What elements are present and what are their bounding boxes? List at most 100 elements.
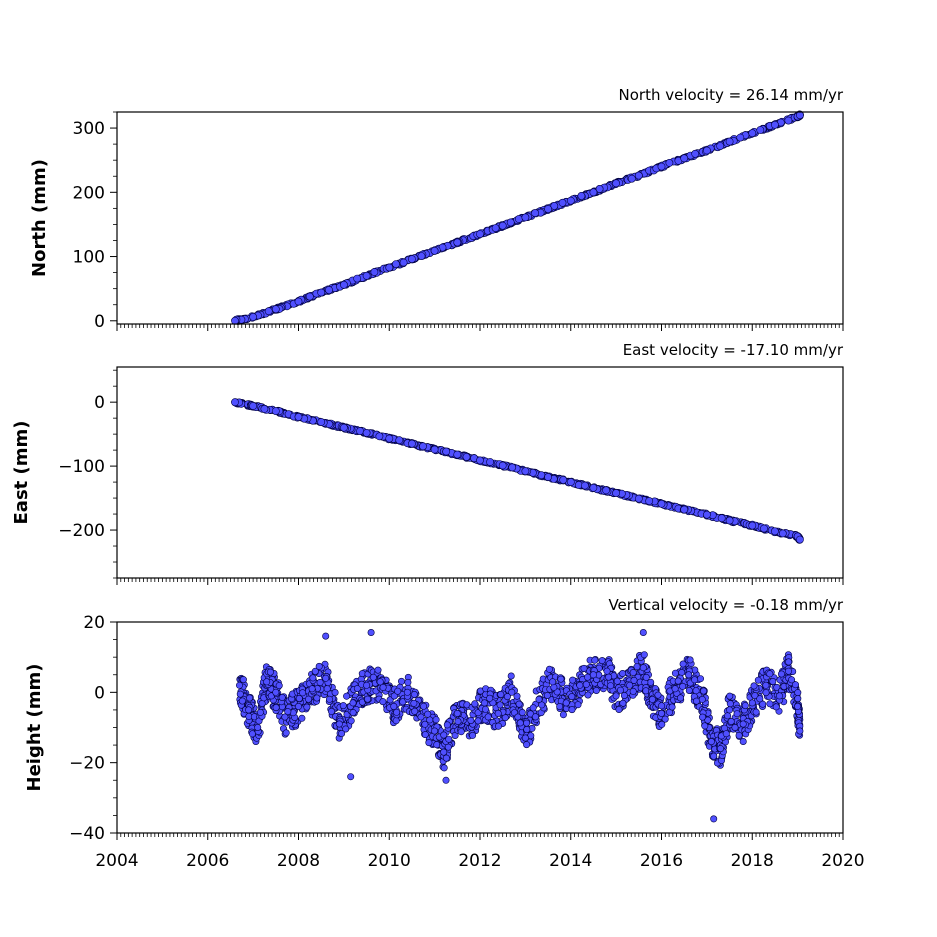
height-data-point-235 bbox=[295, 694, 303, 702]
height-data-point-1648 bbox=[710, 815, 718, 823]
height-data-point-541 bbox=[425, 739, 433, 747]
east-data-point-581 bbox=[430, 445, 439, 454]
height-plot-frame bbox=[116, 621, 844, 834]
height-data-point-1223 bbox=[674, 677, 682, 685]
north-y-tick-label: 100 bbox=[73, 248, 105, 268]
height-data-point-1642 bbox=[775, 692, 783, 700]
height-data-point-847 bbox=[545, 665, 553, 673]
height-data-point-1257 bbox=[692, 687, 700, 695]
height-data-point-1579 bbox=[794, 689, 802, 697]
height-data-point-267 bbox=[313, 694, 321, 702]
east-data-point-351 bbox=[581, 481, 589, 490]
height-data-point-770 bbox=[515, 700, 523, 708]
height-data-point-367 bbox=[353, 684, 361, 692]
north-data-point-461 bbox=[691, 149, 700, 158]
height-data-point-1606 bbox=[322, 674, 330, 682]
east-data-point-589 bbox=[612, 489, 620, 497]
east-data-point-573 bbox=[249, 402, 257, 410]
north-data-point-438 bbox=[665, 158, 674, 167]
height-data-point-1051 bbox=[619, 669, 627, 677]
vertical-velocity-title: Vertical velocity = -0.18 mm/yr bbox=[608, 596, 843, 614]
east-data-point-579 bbox=[385, 434, 394, 443]
height-data-point-426 bbox=[379, 698, 387, 706]
north-data-point-590 bbox=[634, 171, 643, 180]
height-data-point-608 bbox=[442, 754, 450, 762]
east-data-point-596 bbox=[771, 527, 779, 536]
height-x-tick-label-2012: 2012 bbox=[458, 851, 501, 871]
height-data-point-203 bbox=[284, 708, 292, 716]
height-data-point-1287 bbox=[698, 713, 706, 721]
height-data-point-781 bbox=[516, 719, 524, 727]
height-data-point-1598 bbox=[236, 681, 244, 689]
east-data-point-587 bbox=[566, 478, 575, 486]
height-data-point-1222 bbox=[679, 682, 687, 690]
height-data-point-339 bbox=[347, 717, 355, 725]
height-data-point-1486 bbox=[772, 703, 780, 711]
height-data-point-333 bbox=[343, 692, 351, 700]
height-data-point-1181 bbox=[658, 702, 666, 710]
height-data-point-1647 bbox=[442, 776, 450, 784]
east-panel: East velocity = -17.10 mm/yr East (mm) 0… bbox=[11, 341, 844, 585]
north-data-point-584 bbox=[498, 221, 507, 230]
height-data-point-733 bbox=[507, 672, 515, 680]
height-data-point-1622 bbox=[535, 695, 543, 703]
height-data-point-1290 bbox=[700, 687, 708, 695]
height-data-point-697 bbox=[481, 705, 489, 713]
height-data-point-947 bbox=[584, 673, 592, 681]
height-data-point-916 bbox=[568, 706, 576, 714]
north-data-point-592 bbox=[680, 154, 689, 163]
east-data-point-576 bbox=[317, 418, 326, 426]
height-data-point-169 bbox=[275, 682, 283, 690]
height-data-point-1218 bbox=[676, 694, 684, 702]
height-data-point-47 bbox=[246, 694, 254, 702]
height-data-point-338 bbox=[339, 702, 347, 710]
east-data-point-43 bbox=[260, 404, 269, 413]
north-data-point-503 bbox=[736, 133, 745, 142]
north-data-point-586 bbox=[544, 205, 552, 213]
east-data-point-578 bbox=[362, 428, 371, 437]
east-data-point-174 bbox=[395, 436, 404, 445]
height-data-point-405 bbox=[369, 673, 377, 681]
height-data-point-1617 bbox=[467, 716, 475, 724]
height-data-point-1017 bbox=[607, 682, 615, 690]
height-data-point-970 bbox=[591, 656, 599, 664]
north-data-point-583 bbox=[476, 230, 484, 238]
height-data-point-1614 bbox=[431, 727, 439, 735]
height-data-point-362 bbox=[349, 709, 357, 717]
height-data-point-1370 bbox=[735, 731, 743, 739]
height-data-point-237 bbox=[303, 703, 311, 711]
north-data-point-575 bbox=[294, 297, 303, 306]
north-data-point-596 bbox=[771, 120, 779, 129]
height-data-point-1454 bbox=[759, 700, 767, 708]
north-data-point-576 bbox=[317, 288, 326, 297]
east-data-point-588 bbox=[589, 483, 598, 492]
height-data-point-1613 bbox=[417, 713, 425, 721]
height-data-point-335 bbox=[338, 729, 346, 737]
height-data-point-509 bbox=[410, 699, 418, 707]
height-x-tick-label-2016: 2016 bbox=[640, 851, 683, 871]
height-data-point-1605 bbox=[308, 685, 316, 693]
height-data-point-1118 bbox=[642, 687, 650, 695]
height-data-point-849 bbox=[543, 691, 551, 699]
north-data-point-43 bbox=[264, 307, 273, 316]
height-data-point-1205 bbox=[671, 669, 679, 677]
height-data-point-164 bbox=[278, 693, 286, 701]
height-data-point-1644 bbox=[794, 702, 802, 710]
height-data-point-302 bbox=[323, 685, 331, 693]
height-data-point-1460 bbox=[754, 676, 762, 684]
height-data-point-506 bbox=[411, 707, 419, 715]
height-data-point-1490 bbox=[766, 670, 774, 678]
height-data-point-879 bbox=[559, 711, 567, 719]
east-data-point-575 bbox=[294, 412, 303, 421]
height-data-point-843 bbox=[538, 701, 546, 709]
height-x-tick-label-2008: 2008 bbox=[277, 851, 320, 871]
height-data-point-96 bbox=[258, 699, 266, 707]
height-y-tick-label: 20 bbox=[83, 613, 105, 633]
east-data-point-591 bbox=[657, 499, 666, 508]
north-data-point-284 bbox=[515, 215, 523, 223]
height-data-point-984 bbox=[598, 657, 606, 665]
height-x-tick-label-2010: 2010 bbox=[368, 851, 411, 871]
north-data-point-588 bbox=[589, 188, 598, 197]
north-data-point-174 bbox=[399, 258, 408, 267]
height-data-point-1461 bbox=[752, 708, 760, 716]
